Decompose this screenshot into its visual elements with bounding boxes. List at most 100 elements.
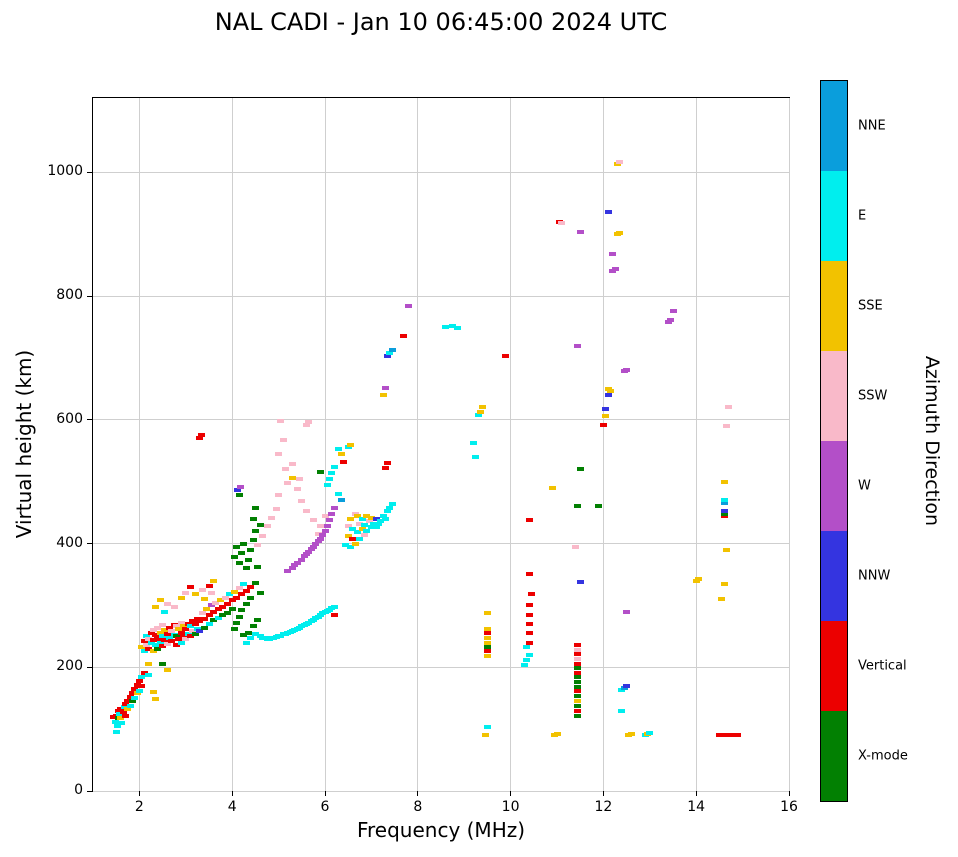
data-point bbox=[210, 609, 218, 614]
y-tick-mark bbox=[87, 419, 92, 421]
data-point bbox=[247, 584, 255, 589]
grid-line-x bbox=[417, 98, 419, 791]
data-point bbox=[196, 436, 204, 441]
data-point bbox=[525, 572, 533, 577]
data-point bbox=[572, 544, 580, 549]
data-point bbox=[163, 668, 171, 673]
data-point bbox=[168, 629, 176, 634]
y-axis-label: Virtual height (km) bbox=[12, 349, 36, 539]
data-point bbox=[126, 703, 134, 708]
data-point bbox=[595, 504, 603, 509]
data-point bbox=[177, 620, 185, 625]
data-point bbox=[138, 645, 146, 650]
grid-line-x bbox=[231, 98, 233, 791]
data-point bbox=[242, 588, 250, 593]
data-point bbox=[224, 610, 232, 615]
data-point bbox=[347, 545, 355, 550]
x-tick-mark bbox=[695, 791, 697, 796]
data-point bbox=[159, 662, 167, 667]
data-point bbox=[279, 437, 287, 442]
data-point bbox=[293, 560, 301, 565]
data-point bbox=[242, 640, 250, 645]
data-point bbox=[302, 422, 310, 427]
data-point bbox=[237, 608, 245, 613]
data-point bbox=[372, 516, 380, 521]
data-point bbox=[138, 683, 146, 688]
data-point bbox=[207, 591, 215, 595]
data-point bbox=[184, 621, 192, 626]
data-point bbox=[111, 719, 119, 724]
y-tick-mark bbox=[87, 666, 92, 668]
data-point bbox=[242, 602, 250, 607]
data-point bbox=[525, 631, 533, 636]
data-point bbox=[231, 589, 239, 594]
data-point bbox=[284, 568, 292, 573]
colorbar-label-X: X-mode bbox=[858, 748, 908, 764]
data-point bbox=[210, 618, 218, 623]
y-tick-label: 0 bbox=[74, 782, 83, 798]
data-point bbox=[154, 636, 162, 641]
data-point bbox=[316, 536, 324, 541]
data-point bbox=[182, 591, 190, 595]
x-axis-label: Frequency (MHz) bbox=[356, 818, 526, 842]
data-point bbox=[293, 487, 301, 492]
x-tick-mark bbox=[324, 791, 326, 796]
data-point bbox=[363, 513, 371, 518]
data-point bbox=[124, 699, 132, 704]
data-point bbox=[370, 521, 378, 526]
data-point bbox=[193, 626, 201, 631]
data-point bbox=[133, 691, 141, 696]
data-point bbox=[502, 354, 510, 359]
data-point bbox=[442, 324, 450, 329]
x-tick-label: 8 bbox=[413, 799, 423, 815]
data-point bbox=[309, 544, 317, 549]
data-point bbox=[186, 584, 194, 589]
data-point bbox=[351, 541, 359, 546]
data-point bbox=[251, 529, 259, 534]
data-point bbox=[695, 577, 703, 582]
data-point bbox=[335, 446, 343, 451]
y-tick-mark bbox=[87, 295, 92, 297]
data-point bbox=[323, 524, 331, 529]
data-point bbox=[152, 697, 160, 702]
data-point bbox=[351, 511, 359, 516]
data-point bbox=[326, 477, 334, 482]
grid-line-x bbox=[138, 98, 140, 791]
data-point bbox=[235, 493, 243, 498]
data-point bbox=[128, 691, 136, 696]
data-point bbox=[240, 633, 248, 638]
data-point bbox=[240, 541, 248, 546]
data-point bbox=[525, 612, 533, 617]
data-point bbox=[237, 551, 245, 556]
data-point bbox=[231, 626, 239, 631]
data-point bbox=[481, 733, 489, 738]
data-point bbox=[574, 666, 582, 671]
data-point bbox=[168, 639, 176, 644]
data-point bbox=[244, 630, 252, 635]
data-point bbox=[356, 536, 364, 541]
data-point bbox=[140, 671, 148, 676]
data-point bbox=[145, 672, 153, 677]
data-point bbox=[186, 624, 194, 629]
data-point bbox=[289, 462, 297, 467]
data-point bbox=[365, 519, 373, 524]
data-point bbox=[330, 612, 338, 617]
data-point bbox=[121, 713, 129, 718]
x-tick-label: 14 bbox=[687, 799, 706, 815]
data-point bbox=[163, 602, 171, 607]
data-point bbox=[725, 733, 733, 738]
data-point bbox=[379, 393, 387, 397]
y-tick-label: 1000 bbox=[47, 163, 83, 180]
data-point bbox=[469, 440, 477, 445]
data-point bbox=[574, 661, 582, 666]
data-point bbox=[525, 517, 533, 522]
y-tick-label: 200 bbox=[56, 658, 83, 675]
x-tick-mark bbox=[602, 791, 604, 796]
data-point bbox=[623, 683, 631, 688]
data-point bbox=[305, 420, 313, 425]
data-point bbox=[175, 626, 183, 631]
data-point bbox=[330, 505, 338, 510]
data-point bbox=[233, 595, 241, 600]
grid-line-y bbox=[93, 419, 789, 421]
data-point bbox=[275, 451, 283, 456]
